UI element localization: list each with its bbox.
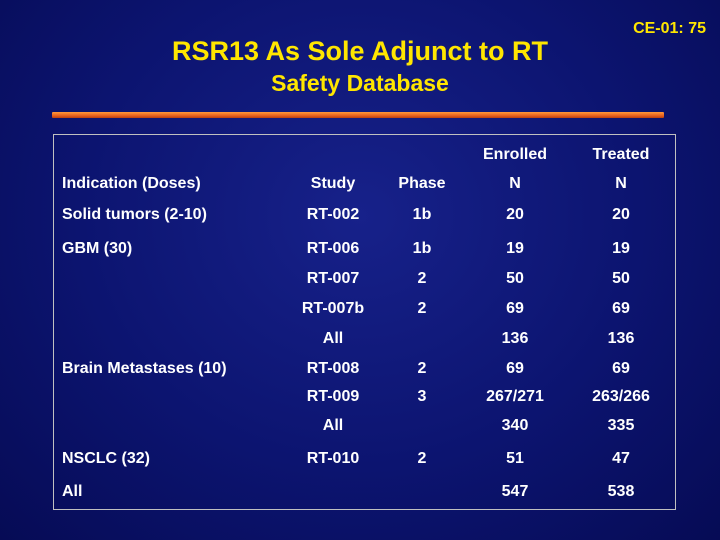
table-cell-treated: 19: [612, 240, 630, 257]
indication-nsclc: NSCLC (32): [62, 450, 151, 467]
indication-solid-tumors: Solid tumors (2-10): [62, 206, 207, 223]
header-treated-n: N: [615, 175, 627, 192]
table-cell-phase: 1b: [412, 240, 432, 257]
table-cell-phase: 2: [417, 270, 427, 287]
indication-all: All: [62, 483, 83, 500]
header-treated: Treated: [592, 146, 650, 163]
title-divider: [52, 112, 664, 118]
table-cell-treated: 50: [612, 270, 630, 287]
table-cell-enrolled: 340: [501, 417, 529, 434]
header-study: Study: [310, 175, 356, 192]
table-cell-phase: 2: [417, 300, 427, 317]
table-cell-study: All: [322, 330, 344, 347]
table-cell-treated: 263/266: [592, 388, 650, 405]
table-cell-treated: 69: [612, 360, 630, 377]
table-cell-treated: 20: [612, 206, 630, 223]
table-cell-phase: 2: [417, 450, 427, 467]
table-cell-study: RT-007b: [301, 300, 365, 317]
table-cell-study: RT-007: [306, 270, 360, 287]
table-cell-phase: 3: [417, 388, 427, 405]
table-cell-study: RT-006: [306, 240, 360, 257]
table-cell-enrolled: 19: [506, 240, 524, 257]
slide-title: RSR13 As Sole Adjunct to RT: [171, 36, 549, 66]
table-cell-enrolled: 267/271: [486, 388, 544, 405]
table-cell-enrolled: 69: [506, 300, 524, 317]
table-panel: [53, 134, 676, 510]
table-cell-study: RT-002: [306, 206, 360, 223]
table-cell-treated: 47: [612, 450, 630, 467]
header-enrolled-n: N: [509, 175, 521, 192]
table-cell-treated: 136: [607, 330, 635, 347]
slide-number: CE-01: 75: [633, 20, 706, 37]
table-cell-enrolled: 136: [501, 330, 529, 347]
table-cell-treated: 335: [607, 417, 635, 434]
table-cell-treated: 538: [607, 483, 635, 500]
table-cell-study: All: [322, 417, 344, 434]
table-cell-enrolled: 69: [506, 360, 524, 377]
indication-brain-metastases: Brain Metastases (10): [62, 360, 227, 377]
table-cell-study: RT-008: [306, 360, 360, 377]
table-cell-enrolled: 547: [501, 483, 529, 500]
table-cell-enrolled: 20: [506, 206, 524, 223]
table-cell-study: RT-009: [306, 388, 360, 405]
table-cell-phase: 1b: [412, 206, 432, 223]
table-cell-study: RT-010: [306, 450, 360, 467]
header-phase: Phase: [398, 175, 446, 192]
table-cell-phase: 2: [417, 360, 427, 377]
header-enrolled: Enrolled: [482, 146, 548, 163]
header-indication: Indication (Doses): [62, 175, 201, 192]
indication-gbm: GBM (30): [62, 240, 133, 257]
table-cell-enrolled: 50: [506, 270, 524, 287]
table-cell-treated: 69: [612, 300, 630, 317]
slide-subtitle: Safety Database: [271, 70, 449, 96]
table-cell-enrolled: 51: [506, 450, 524, 467]
